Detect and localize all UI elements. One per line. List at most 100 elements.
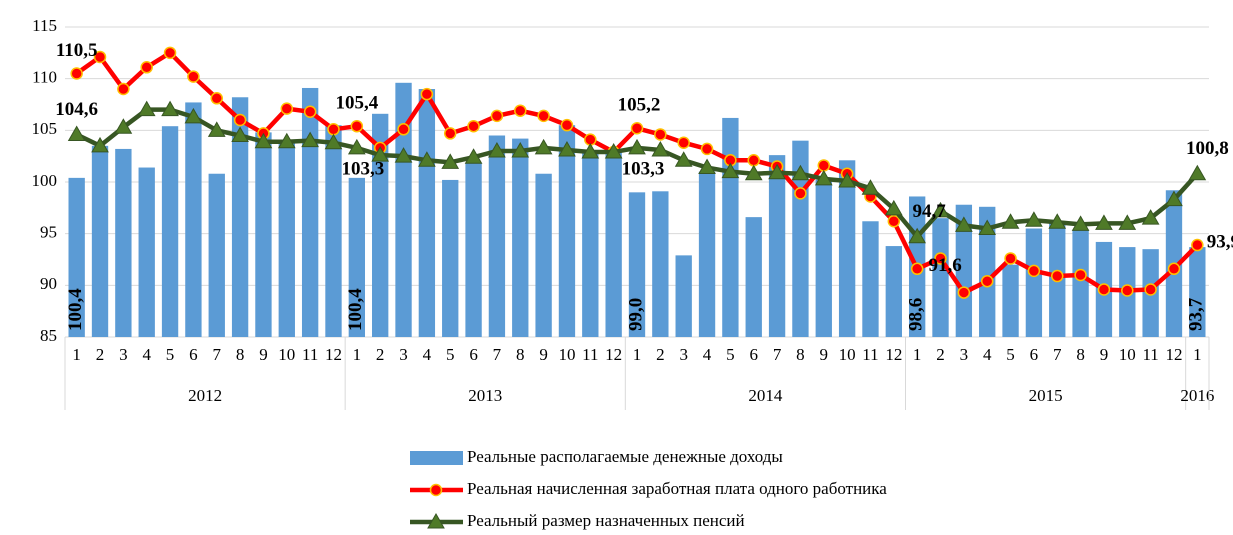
x-tick-label: 8 [236, 345, 245, 364]
marker [1141, 209, 1160, 225]
x-tick-label: 11 [302, 345, 318, 364]
x-tick-label: 5 [166, 345, 175, 364]
marker [254, 132, 273, 149]
x-tick-label: 7 [773, 345, 782, 364]
x-tick-label: 3 [679, 345, 688, 364]
x-tick-label: 6 [1030, 345, 1039, 364]
marker [441, 153, 460, 169]
y-tick-label: 85 [40, 326, 57, 345]
bar [325, 125, 342, 338]
marker [747, 154, 760, 167]
marker [137, 100, 156, 117]
bar [301, 87, 319, 337]
marker [114, 118, 133, 134]
marker [1004, 252, 1017, 265]
x-tick-label: 6 [469, 345, 478, 364]
marker [721, 162, 740, 179]
x-tick-label: 8 [1076, 345, 1085, 364]
bar [1025, 228, 1043, 337]
x-tick-label: 7 [493, 345, 502, 364]
marker [324, 133, 343, 150]
x-tick-label: 9 [820, 345, 829, 364]
y-tick-label: 105 [32, 119, 58, 138]
bar [348, 177, 366, 337]
marker [957, 286, 971, 299]
x-tick-label: 5 [1006, 345, 1015, 364]
x-tick-label: 12 [325, 345, 342, 364]
marker [980, 274, 994, 288]
marker [698, 158, 716, 175]
bar [488, 135, 506, 337]
marker [1025, 211, 1043, 227]
bar [185, 102, 202, 337]
marker [654, 128, 667, 141]
marker [931, 201, 950, 218]
marker [371, 146, 390, 162]
y-tick-label: 115 [32, 16, 57, 35]
data-label: 100,8 [1186, 138, 1229, 159]
x-tick-label: 4 [983, 345, 992, 364]
x-tick-label: 6 [749, 345, 758, 364]
marker [1074, 268, 1087, 282]
bar [885, 246, 902, 337]
bar [605, 151, 622, 337]
marker [794, 187, 807, 200]
marker [280, 102, 294, 115]
data-label: 98,6 [906, 298, 927, 331]
marker [70, 67, 83, 80]
x-tick-label: 7 [213, 345, 222, 364]
marker [630, 122, 644, 135]
marker [1048, 213, 1067, 229]
marker [350, 119, 364, 133]
marker [674, 151, 693, 167]
bar [1072, 229, 1089, 337]
bar [372, 113, 389, 337]
y-tick-label: 95 [40, 223, 57, 242]
x-tick-label: 2 [96, 345, 105, 364]
marker [1095, 214, 1113, 230]
marker [93, 50, 107, 64]
marker [884, 199, 903, 216]
x-tick-label: 9 [539, 345, 548, 364]
legend-label: Реальная начисленная заработная плата од… [467, 479, 887, 498]
marker [443, 127, 457, 140]
bar [815, 179, 832, 337]
marker [768, 163, 786, 180]
bar [979, 206, 996, 337]
y-tick-label: 90 [40, 274, 57, 293]
x-tick-label: 2 [936, 345, 945, 364]
bar [558, 125, 576, 338]
marker [558, 140, 576, 157]
x-tick-label: 1 [1193, 345, 1202, 364]
bar [745, 217, 762, 337]
bar [442, 179, 459, 337]
year-label: 2014 [748, 386, 783, 405]
x-tick-label: 2 [656, 345, 665, 364]
marker [184, 107, 203, 124]
x-tick-label: 2 [376, 345, 385, 364]
bar [675, 255, 692, 337]
bar [512, 138, 529, 337]
x-tick-label: 1 [353, 345, 362, 364]
marker [791, 164, 810, 181]
marker [677, 136, 690, 149]
marker [604, 143, 623, 159]
x-tick-label: 10 [839, 345, 856, 364]
x-tick-label: 1 [633, 345, 642, 364]
marker [744, 164, 763, 181]
x-tick-label: 1 [72, 345, 81, 364]
data-label: 105,2 [618, 95, 661, 116]
marker [511, 141, 530, 158]
bar [115, 148, 132, 337]
marker [838, 171, 856, 188]
year-label: 2013 [468, 386, 502, 405]
bar [255, 132, 272, 337]
marker [301, 131, 320, 148]
marker [887, 215, 901, 228]
x-tick-label: 8 [796, 345, 805, 364]
x-tick-label: 11 [1142, 345, 1158, 364]
legend-marker [429, 483, 443, 497]
data-label: 103,3 [341, 158, 384, 179]
x-tick-label: 1 [913, 345, 922, 364]
x-tick-label: 11 [582, 345, 598, 364]
